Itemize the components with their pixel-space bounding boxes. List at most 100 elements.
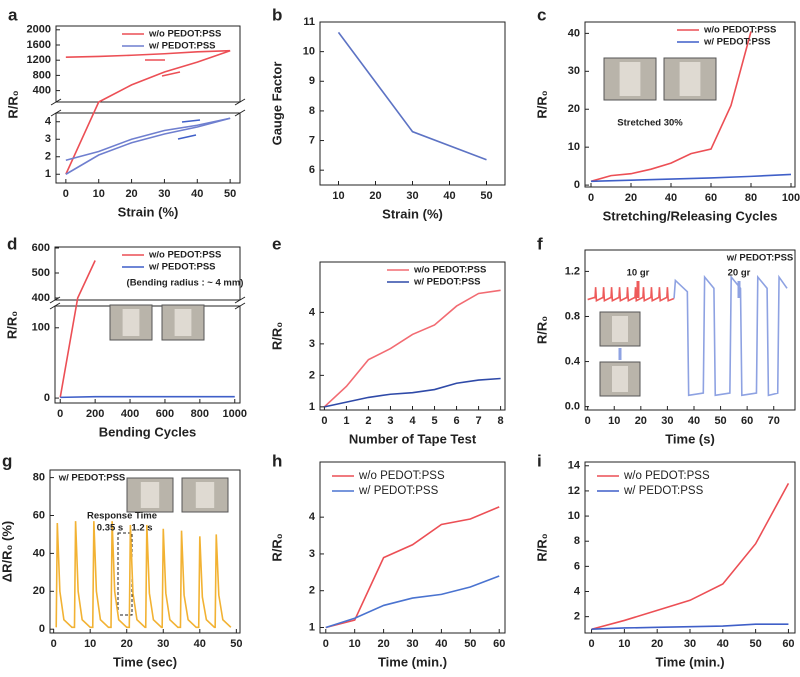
plot-frame	[55, 112, 241, 184]
y-tick-label: 6	[309, 164, 315, 176]
data-line	[673, 274, 788, 397]
x-tick-label: 600	[156, 408, 174, 420]
x-tick-label: 50	[230, 638, 242, 650]
y-tick-label: 0.4	[565, 355, 581, 367]
annotation: w/ PEDOT:PSS	[58, 473, 126, 484]
axis-break	[50, 98, 62, 106]
y-tick-label: 500	[32, 267, 50, 279]
annotation: Response Time	[87, 511, 157, 522]
legend-label: w/o PEDOT:PSS	[413, 265, 486, 276]
x-tick-label: 5	[431, 415, 437, 427]
y-tick-label: 80	[33, 471, 45, 483]
y-tick-label: 800	[33, 69, 51, 81]
y-tick-label: 10	[568, 141, 580, 153]
axis-break	[234, 302, 246, 310]
x-tick-label: 40	[191, 188, 203, 200]
y-tick-label: 0.8	[565, 310, 580, 322]
axis-break	[234, 109, 246, 117]
data-line	[60, 395, 235, 399]
x-tick-label: 30	[406, 190, 418, 202]
axis-break	[49, 302, 61, 310]
panel-label: i	[537, 451, 542, 470]
legend-label: w/ PEDOT:PSS	[148, 41, 216, 52]
x-axis-label: Strain (%)	[118, 204, 179, 219]
y-axis-label: R/R₀	[534, 533, 549, 561]
x-tick-label: 50	[750, 638, 762, 650]
x-tick-label: 800	[191, 408, 209, 420]
x-tick-label: 100	[782, 192, 800, 204]
x-tick-label: 200	[86, 408, 104, 420]
y-tick-label: 0	[574, 179, 580, 191]
x-tick-label: 8	[498, 415, 504, 427]
data-line	[323, 289, 501, 408]
annotation: 0.35 s	[97, 523, 123, 534]
x-axis-label: Time (s)	[665, 431, 715, 446]
x-tick-label: 10	[349, 638, 361, 650]
y-axis-label: R/R₀	[269, 322, 284, 350]
y-axis-label: R/R₀	[4, 311, 19, 339]
y-tick-label: 1	[309, 401, 315, 413]
y-tick-label: 4	[574, 585, 581, 597]
x-tick-label: 30	[684, 638, 696, 650]
axis-break	[234, 296, 246, 304]
x-tick-label: 30	[157, 638, 169, 650]
inset-detail	[612, 366, 628, 392]
y-tick-label: 10	[303, 46, 315, 58]
x-tick-label: 20	[635, 415, 647, 427]
y-tick-label: 2	[45, 151, 51, 163]
x-tick-label: 0	[585, 415, 591, 427]
data-line	[65, 49, 231, 175]
inset-detail	[122, 309, 140, 336]
y-tick-label: 100	[32, 322, 50, 334]
panel-label: b	[272, 5, 282, 24]
data-line	[590, 31, 752, 183]
x-tick-label: 70	[768, 415, 780, 427]
x-axis-label: Time (sec)	[113, 654, 177, 669]
panel: b Strain (%) Gauge Factor 10 20 30 40 50 6 7 8 9 10 1…	[269, 5, 506, 221]
y-tick-label: 60	[33, 509, 45, 521]
y-tick-label: 0	[44, 392, 50, 404]
plot-frame	[49, 469, 241, 634]
x-tick-label: 0	[63, 188, 69, 200]
panel-label: h	[272, 451, 282, 470]
y-tick-label: 1600	[27, 39, 51, 51]
data-line	[590, 173, 792, 183]
x-tick-label: 40	[435, 638, 447, 650]
data-line	[65, 117, 231, 162]
y-tick-label: 2	[309, 369, 315, 381]
legend-label: w/ PEDOT:PSS	[703, 37, 771, 48]
x-tick-label: 1	[343, 415, 349, 427]
annotation: Stretched 30%	[617, 118, 683, 129]
panel: f Time (s) R/R₀ 0 10 20 30 40 50 60 70 0.0 0.4 0.8 1.2…	[534, 234, 796, 446]
y-axis-label: ΔR/R₀ (%)	[0, 521, 14, 582]
x-tick-label: 40	[717, 638, 729, 650]
y-tick-label: 9	[309, 75, 315, 87]
x-tick-label: 60	[705, 192, 717, 204]
x-tick-label: 40	[194, 638, 206, 650]
legend-label: w/ PEDOT:PSS	[358, 485, 439, 497]
x-tick-label: 400	[121, 408, 139, 420]
y-tick-label: 3	[45, 133, 51, 145]
x-tick-label: 4	[409, 415, 416, 427]
y-tick-label: 1	[45, 168, 51, 180]
legend-label: w/o PEDOT:PSS	[703, 25, 776, 36]
x-axis-label: Bending Cycles	[99, 424, 197, 439]
x-tick-label: 2	[365, 415, 371, 427]
x-axis-label: Strain (%)	[382, 206, 443, 221]
annotation: 10 gr	[627, 268, 650, 279]
arrow	[177, 134, 197, 140]
y-tick-label: 4	[309, 306, 316, 318]
panel: h Time (min.) R/R₀ 0 10 20 30 40 50 60 1 2 3 4 w/o PED…	[269, 451, 506, 669]
x-tick-label: 50	[714, 415, 726, 427]
data-line	[324, 377, 501, 408]
y-tick-label: 14	[568, 460, 581, 472]
y-tick-label: 3	[309, 548, 315, 560]
data-line	[325, 575, 500, 629]
inset-detail	[140, 482, 160, 508]
x-axis-label: Time (min.)	[655, 654, 724, 669]
y-tick-label: 12	[568, 485, 580, 497]
panel-label: e	[272, 234, 281, 253]
y-tick-label: 2000	[27, 24, 51, 36]
